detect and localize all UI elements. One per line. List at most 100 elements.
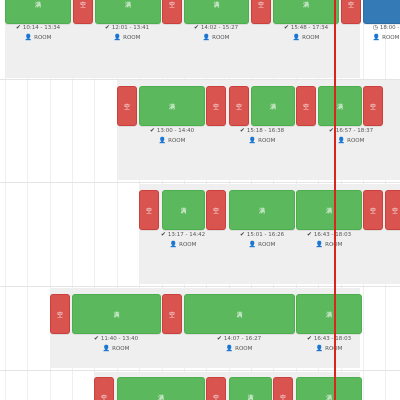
user-icon: 👤 — [248, 241, 257, 248]
booking-time: 10:14 - 13:34 — [22, 25, 61, 31]
user-icon: 👤 — [315, 345, 324, 352]
booking-info: ✔16:43 - 18:03 👤ROOM — [307, 334, 351, 354]
occupied-slot-button[interactable]: 满 — [296, 294, 362, 334]
occupied-slot-button[interactable]: 满 — [5, 0, 71, 24]
user-icon: 👤 — [169, 241, 178, 248]
grid-column-line — [27, 0, 28, 400]
booking-time: 11:40 - 13:40 — [100, 336, 139, 342]
vacant-slot-button[interactable]: 空 — [50, 294, 70, 334]
check-icon: ✔ — [193, 24, 199, 31]
vacant-slot-button[interactable]: 空 — [341, 0, 361, 24]
current-time-indicator — [334, 0, 336, 400]
check-icon: ✔ — [149, 127, 155, 134]
vacant-slot-button[interactable]: 空 — [251, 0, 271, 24]
booking-time: 13:00 - 14:40 — [156, 128, 195, 134]
booking-time: 14:07 - 16:27 — [223, 336, 262, 342]
row-separator — [0, 182, 400, 183]
booking-info: ✔ 10:14 - 13:34 👤 ROOM — [16, 23, 60, 43]
grid-column-line — [117, 0, 118, 400]
vacant-slot-button[interactable]: 空 — [229, 86, 249, 126]
row-separator — [0, 370, 400, 371]
booking-room: ROOM — [235, 346, 253, 352]
grid-column-line — [72, 0, 73, 400]
booking-time: 13:17 - 14:42 — [167, 232, 206, 238]
vacant-slot-button[interactable]: 空 — [162, 294, 182, 334]
user-icon: 👤 — [372, 34, 381, 41]
check-icon: ✔ — [104, 24, 110, 31]
booking-room: ROOM — [112, 346, 130, 352]
user-icon: 👤 — [202, 34, 211, 41]
vacant-slot-button[interactable]: 空 — [206, 377, 226, 400]
occupied-slot-button[interactable]: 满 — [229, 377, 272, 400]
vacant-slot-button[interactable]: 空 — [139, 190, 159, 230]
vacant-slot-button[interactable]: 空 — [73, 0, 93, 24]
check-icon: ✔ — [160, 231, 166, 238]
vacant-slot-button[interactable]: 空 — [117, 86, 137, 126]
booking-time: 15:01 - 16:26 — [246, 232, 285, 238]
booking-info: ✔ 12:01 - 13:41 👤 ROOM — [105, 23, 149, 43]
booking-info: ✔ 13:00 - 14:40 👤 ROOM — [150, 126, 194, 146]
check-icon: ✔ — [306, 231, 312, 238]
booking-info: ✔16:43 - 18:03 👤ROOM — [307, 230, 351, 250]
user-icon: 👤 — [113, 34, 122, 41]
check-icon: ✔ — [283, 24, 289, 31]
occupied-slot-button[interactable]: 满 — [273, 0, 339, 24]
occupied-slot-button[interactable]: 满 — [95, 0, 161, 24]
booking-info: ✔ 13:17 - 14:42 👤 ROOM — [161, 230, 205, 250]
booking-time: 18:00 - — [379, 25, 400, 31]
check-icon: ✔ — [216, 335, 222, 342]
vacant-slot-button[interactable]: 空 — [206, 190, 226, 230]
vacant-slot-button[interactable]: 空 — [162, 0, 182, 24]
booking-room: ROOM — [258, 242, 276, 248]
grid-column-line — [5, 0, 6, 400]
vacant-slot-button[interactable]: 空 — [206, 86, 226, 126]
user-icon: 👤 — [337, 137, 346, 144]
active-slot-button[interactable] — [363, 0, 400, 24]
booking-time: 12:01 - 13:41 — [111, 25, 150, 31]
booking-room: ROOM — [325, 346, 342, 352]
check-icon: ✔ — [306, 335, 312, 342]
occupied-slot-button[interactable]: 满 — [229, 190, 295, 230]
check-icon: ✔ — [239, 231, 245, 238]
occupied-slot-button[interactable]: 满 — [296, 377, 362, 400]
booking-time: 15:48 - 17:34 — [290, 25, 329, 31]
occupied-slot-button[interactable]: 满 — [72, 294, 161, 334]
booking-info: ✔ 11:40 - 13:40 👤 ROOM — [94, 334, 138, 354]
user-icon: 👤 — [225, 345, 234, 352]
user-icon: 👤 — [158, 137, 167, 144]
vacant-slot-button[interactable]: 空 — [385, 190, 400, 230]
occupied-slot-button[interactable]: 满 — [139, 86, 205, 126]
booking-info: ✔ 15:01 - 16:26 👤 ROOM — [240, 230, 284, 250]
occupied-slot-button[interactable]: 满 — [296, 190, 362, 230]
booking-room: ROOM — [212, 35, 230, 41]
vacant-slot-button[interactable]: 空 — [273, 377, 293, 400]
vacant-slot-button[interactable]: 空 — [363, 86, 383, 126]
booking-time: 14:02 - 15:27 — [200, 25, 239, 31]
booking-info: ✔ 15:18 - 16:38 👤 ROOM — [240, 126, 284, 146]
booking-room: ROOM — [34, 35, 52, 41]
occupied-slot-button[interactable]: 满 — [318, 86, 362, 126]
vacant-slot-button[interactable]: 空 — [94, 377, 114, 400]
user-icon: 👤 — [315, 241, 324, 248]
booking-info: ✔ 15:48 - 17:34 👤 ROOM — [284, 23, 328, 43]
occupied-slot-button[interactable]: 满 — [184, 294, 295, 334]
grid-column-line — [94, 0, 95, 400]
check-icon: ✔ — [93, 335, 99, 342]
occupied-slot-button[interactable]: 满 — [117, 377, 205, 400]
occupied-slot-button[interactable]: 满 — [162, 190, 205, 230]
user-icon: 👤 — [102, 345, 111, 352]
booking-time: 16:57 - 18:37 — [335, 128, 374, 134]
booking-room: ROOM — [179, 242, 197, 248]
booking-room: ROOM — [258, 138, 276, 144]
occupied-slot-button[interactable]: 满 — [251, 86, 295, 126]
booking-room: ROOM — [123, 35, 141, 41]
booking-info: ◷ 18:00 - 👤 ROOM — [373, 23, 400, 43]
vacant-slot-button[interactable]: 空 — [296, 86, 316, 126]
check-icon: ✔ — [328, 127, 334, 134]
grid-column-line — [50, 0, 51, 400]
vacant-slot-button[interactable]: 空 — [363, 190, 383, 230]
booking-room: ROOM — [347, 138, 365, 144]
occupied-slot-button[interactable]: 满 — [184, 0, 249, 24]
booking-info: ✔ 14:07 - 16:27 👤 ROOM — [217, 334, 261, 354]
